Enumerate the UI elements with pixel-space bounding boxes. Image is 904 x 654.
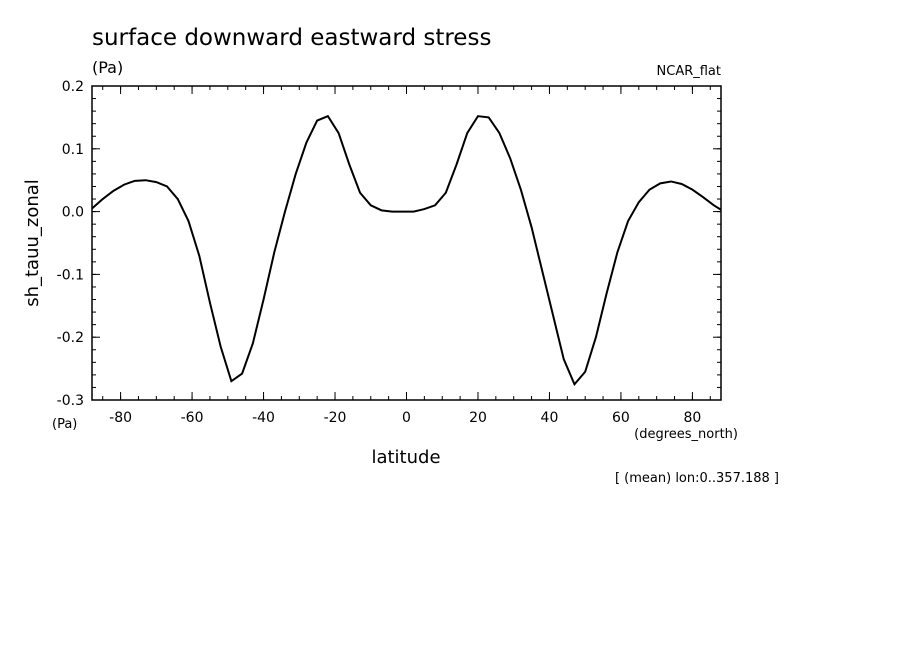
y-axis-label: sh_tauu_zonal	[22, 179, 43, 307]
x-tick-label: 80	[683, 410, 701, 426]
y-tick-label: 0.1	[62, 142, 84, 158]
y-tick-label: -0.1	[57, 267, 84, 283]
chart-title: surface downward eastward stress	[92, 25, 491, 51]
x-tick-label: -80	[109, 410, 132, 426]
x-axis-label: latitude	[371, 447, 440, 468]
y-tick-label: 0.2	[62, 79, 84, 95]
y-axis-ticks: -0.3 -0.2 -0.1 0.0 0.1 0.2	[57, 79, 721, 409]
footnote: [ (mean) lon:0..357.188 ]	[615, 471, 779, 486]
series-line	[91, 114, 722, 387]
x-tick-label: -20	[324, 410, 347, 426]
x-tick-label: 20	[469, 410, 487, 426]
title-units: (Pa)	[92, 58, 123, 77]
x-tick-label: 40	[541, 410, 559, 426]
x-tick-label: 0	[402, 410, 411, 426]
x-tick-label: 60	[612, 410, 630, 426]
y-tick-label: 0.0	[62, 205, 84, 221]
y-tick-label: -0.2	[57, 330, 84, 346]
y-axis-units: (Pa)	[52, 417, 77, 432]
x-tick-label: -60	[181, 410, 204, 426]
plot-frame	[91, 85, 722, 401]
dataset-label: NCAR_flat	[657, 64, 721, 79]
x-axis-units: (degrees_north)	[634, 427, 738, 442]
x-axis-ticks: -80 -60 -40 -20 0 20 40 60 80	[102, 86, 711, 426]
y-tick-label: -0.3	[57, 393, 84, 409]
x-tick-label: -40	[252, 410, 275, 426]
